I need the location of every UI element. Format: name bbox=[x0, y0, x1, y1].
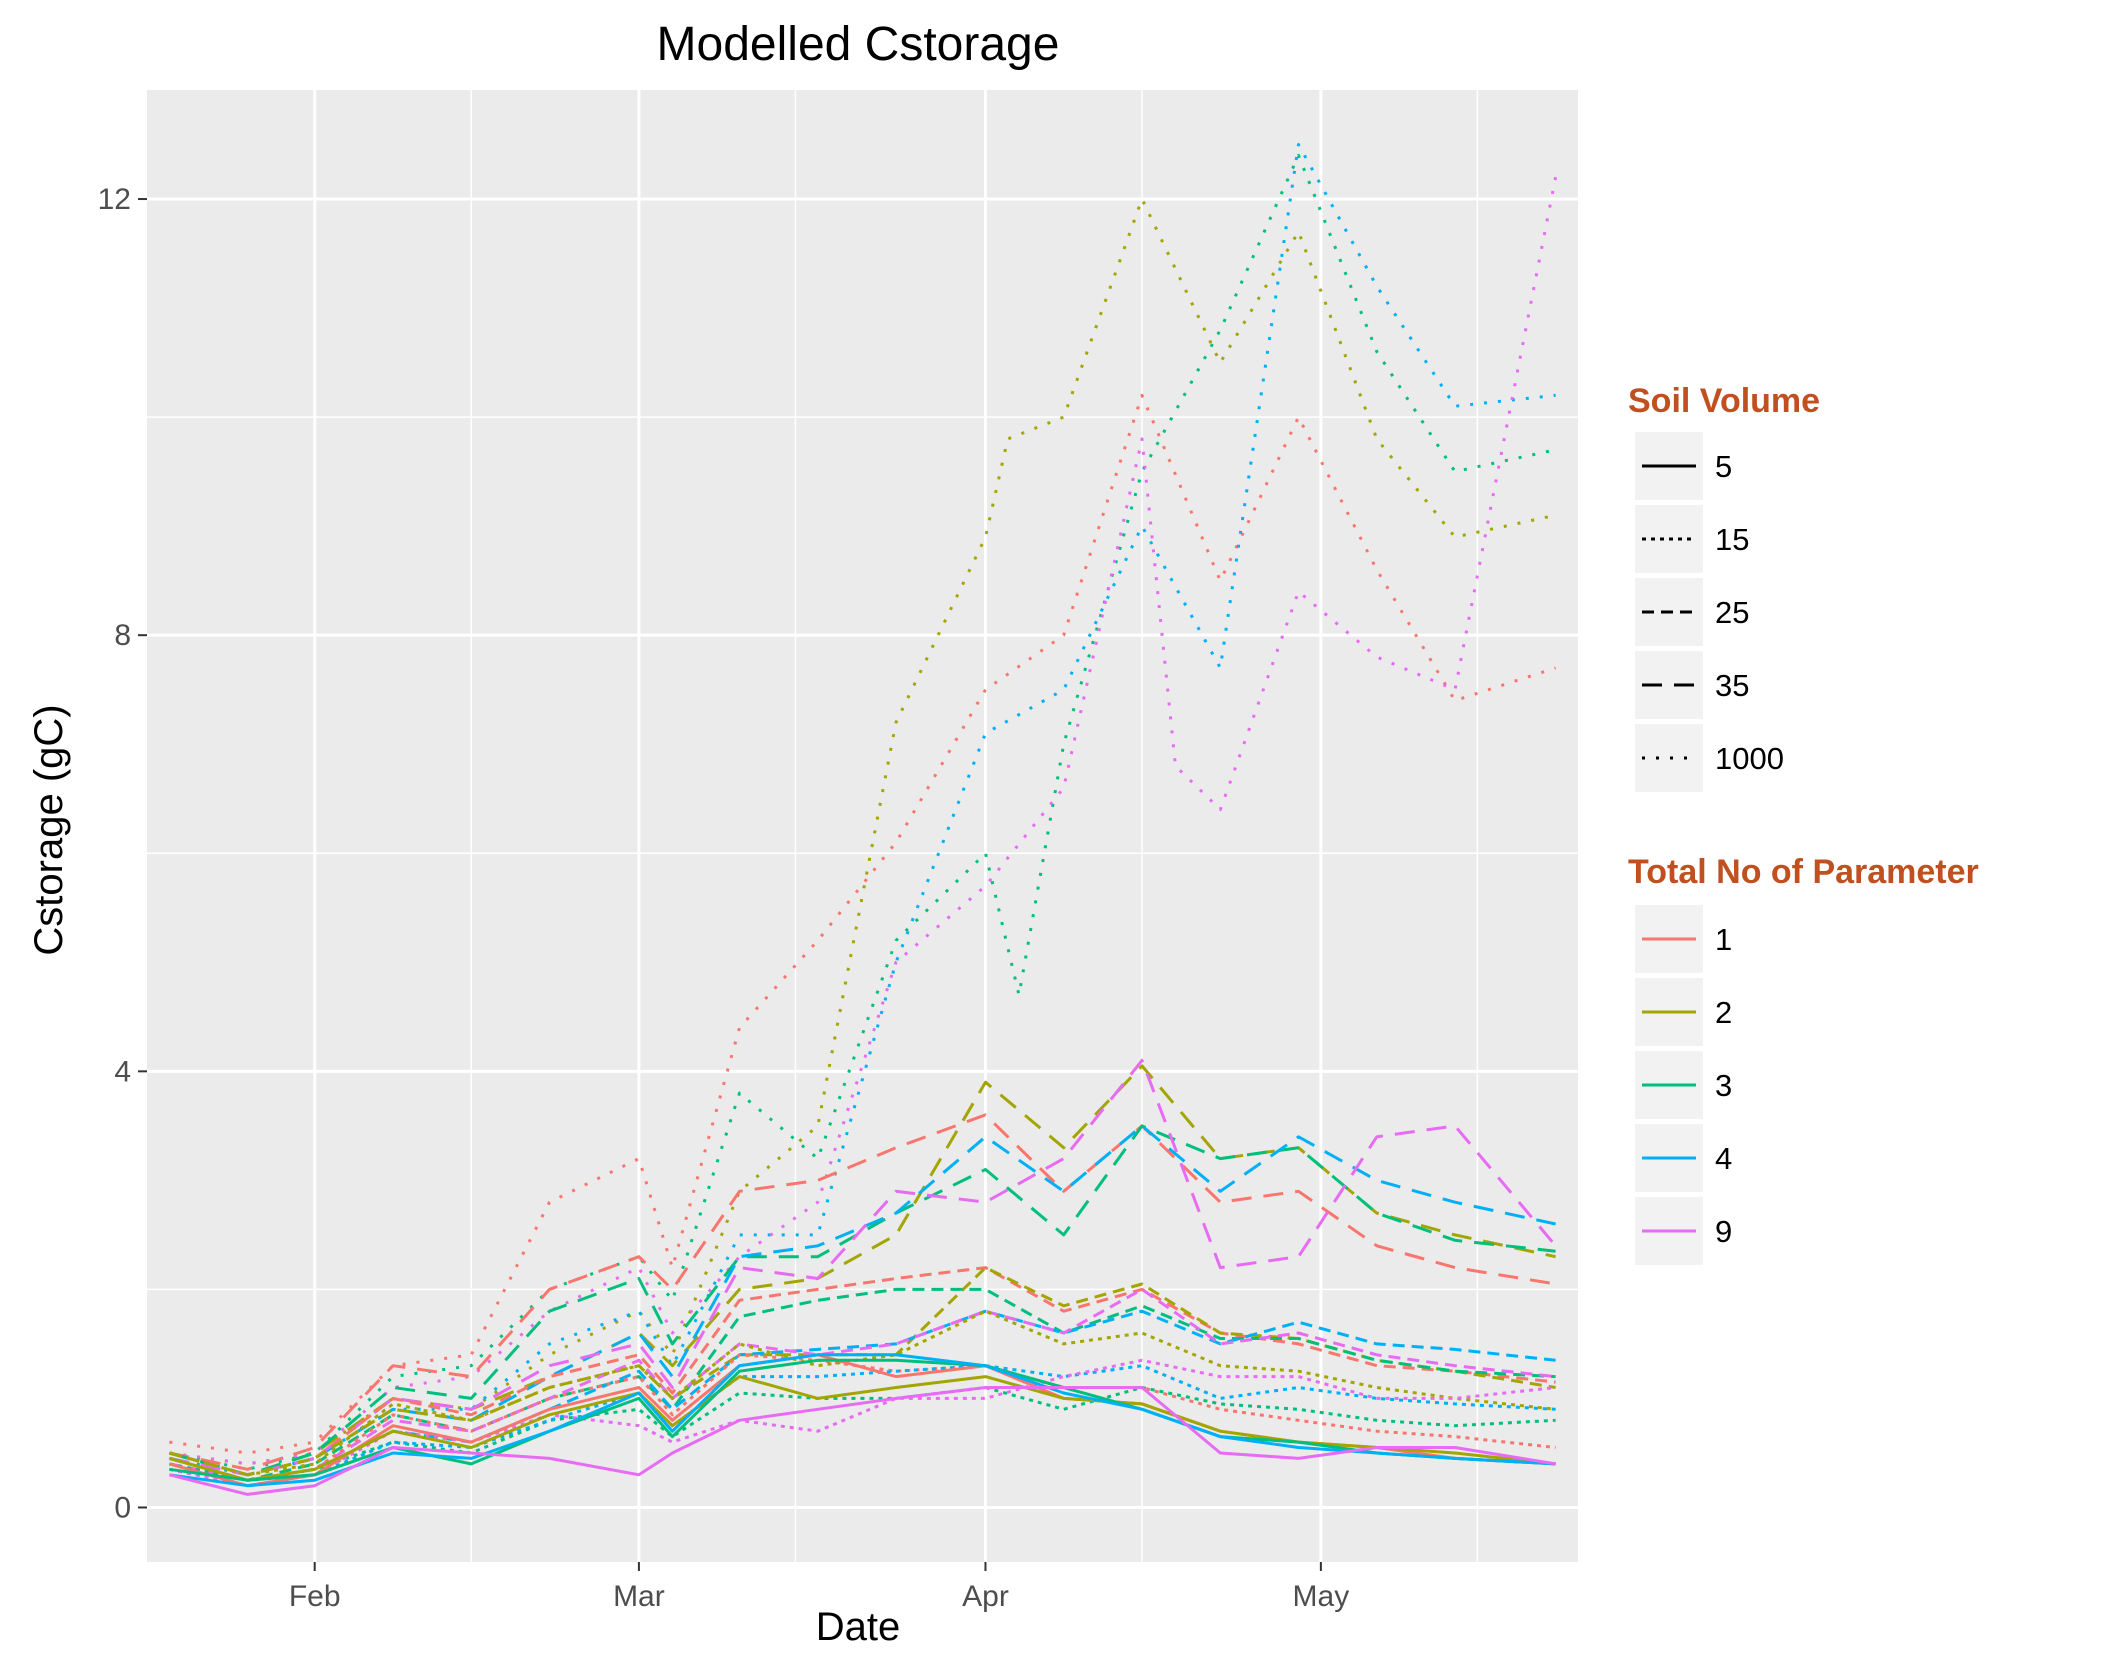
legend-label-param: 2 bbox=[1715, 995, 1732, 1030]
legend-label-soil-volume: 5 bbox=[1715, 449, 1732, 484]
series-line-param-4-volume-15 bbox=[169, 1364, 1556, 1488]
series-line-param-3-volume-25 bbox=[168, 1287, 1556, 1482]
x-tick-label: Apr bbox=[962, 1580, 1009, 1613]
legend-soil-volume-title: Soil Volume bbox=[1628, 382, 1820, 420]
y-tick-label: 12 bbox=[98, 183, 131, 216]
legend-label-param: 1 bbox=[1715, 922, 1732, 957]
legend-label-param: 9 bbox=[1715, 1214, 1732, 1249]
series-line-param-9-volume-35 bbox=[169, 1058, 1557, 1477]
y-tick-label: 8 bbox=[114, 619, 131, 652]
x-tick-label: Feb bbox=[289, 1580, 341, 1613]
x-tick-label: Mar bbox=[613, 1580, 665, 1613]
legend-label-soil-volume: 35 bbox=[1715, 668, 1749, 703]
plot-panel bbox=[147, 90, 1578, 1562]
series-line-param-1-volume-35 bbox=[169, 1113, 1556, 1471]
legend-label-soil-volume: 15 bbox=[1715, 522, 1749, 557]
series-line-param-9-volume-5 bbox=[169, 1386, 1556, 1496]
legend-label-param: 3 bbox=[1715, 1068, 1732, 1103]
series-line-param-1-volume-25 bbox=[168, 1266, 1556, 1477]
y-tick-label: 4 bbox=[114, 1055, 131, 1088]
x-axis: Feb Mar Apr May bbox=[289, 1562, 1349, 1613]
grid-major bbox=[147, 90, 1578, 1562]
legend-key-background bbox=[1635, 724, 1703, 792]
legend-soil-volume: Soil Volume 5 15 25 35 1000 bbox=[1628, 382, 1820, 792]
x-axis-title: Date bbox=[816, 1605, 901, 1649]
series-lines bbox=[168, 143, 1558, 1496]
x-tick-label: May bbox=[1293, 1580, 1350, 1613]
series-line-param-9-volume-1000 bbox=[169, 176, 1558, 1466]
y-axis-title: Cstorage (gC) bbox=[27, 704, 71, 955]
series-line-param-4-volume-5 bbox=[169, 1353, 1556, 1488]
series-line-param-9-volume-25 bbox=[169, 1287, 1556, 1482]
y-axis: 0 4 8 12 bbox=[98, 183, 147, 1524]
series-line-param-4-volume-1000 bbox=[169, 143, 1556, 1477]
series-line-param-2-volume-15 bbox=[168, 1309, 1556, 1477]
legend-total-parameters-title: Total No of Parameter bbox=[1628, 853, 1979, 891]
legend-label-soil-volume: 25 bbox=[1715, 595, 1749, 630]
series-line-param-4-volume-35 bbox=[169, 1124, 1556, 1477]
legend-label-soil-volume: 1000 bbox=[1715, 741, 1784, 776]
y-tick-label: 0 bbox=[114, 1491, 131, 1524]
legend-label-param: 4 bbox=[1715, 1141, 1732, 1176]
legend-total-parameters: Total No of Parameter 1 2 3 4 9 bbox=[1628, 853, 1979, 1265]
series-line-param-3-volume-35 bbox=[168, 1124, 1556, 1477]
grid-minor bbox=[147, 90, 1578, 1562]
chart-title: Modelled Cstorage bbox=[657, 18, 1060, 71]
